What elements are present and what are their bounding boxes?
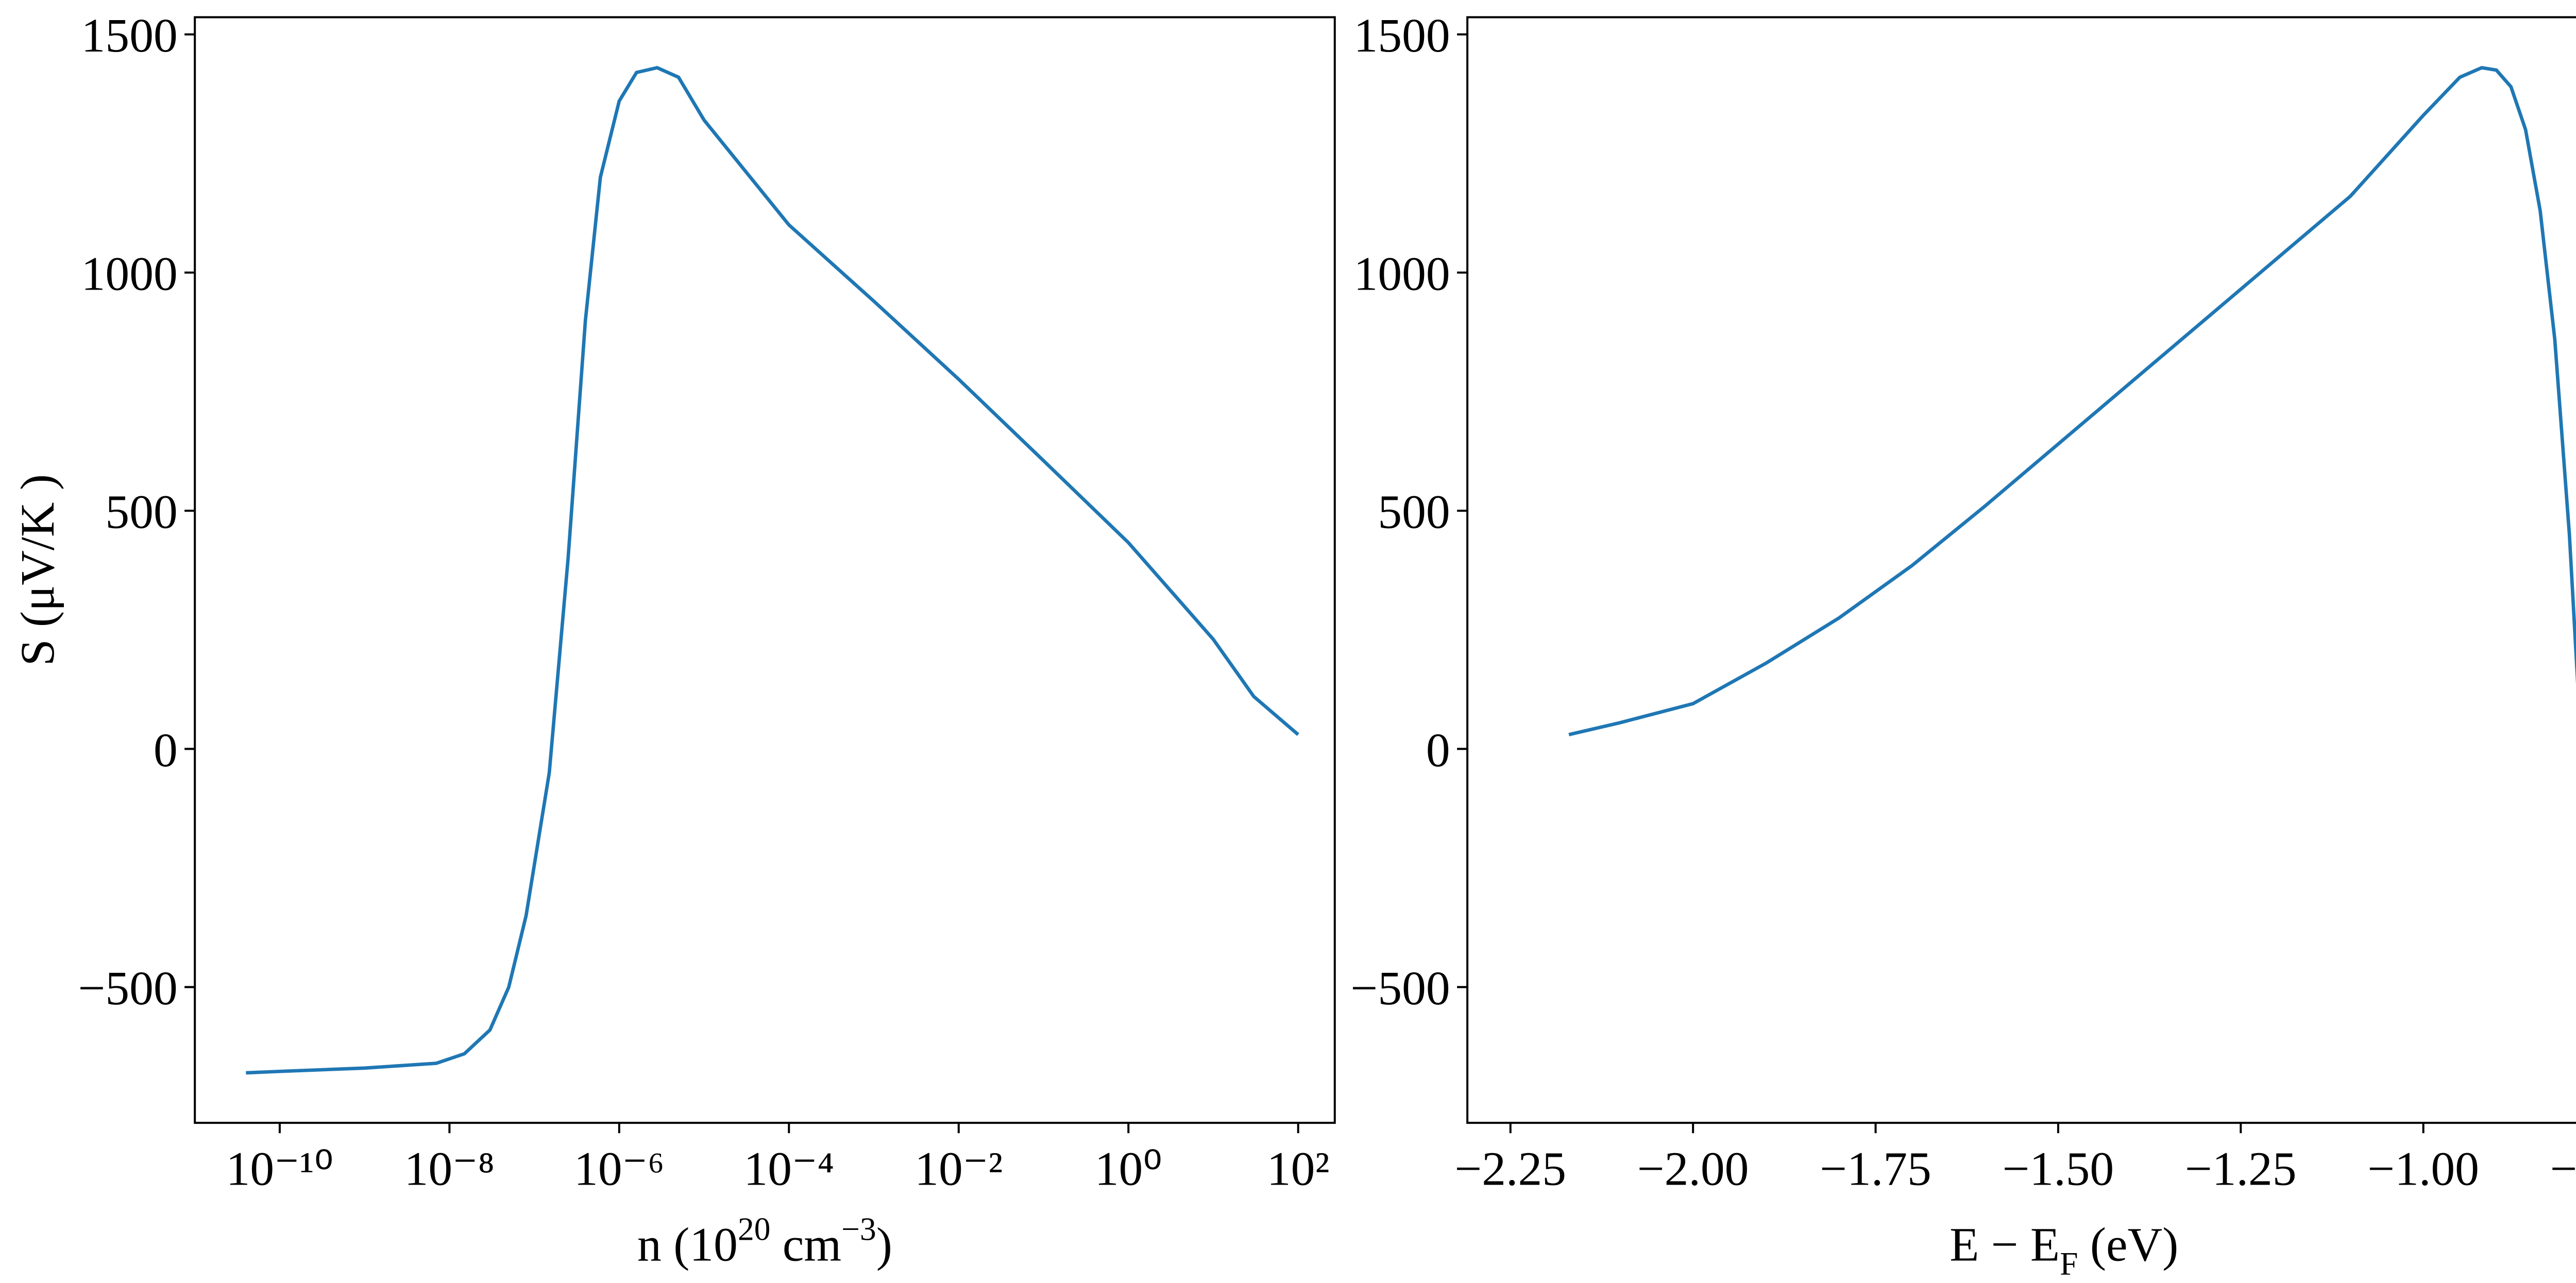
plot-frame [1466,16,2576,1124]
x-tick-label: 10² [1267,1142,1330,1195]
x-axis-label-part: ) [876,1219,892,1272]
y-axis-label: S (μV/K ) [11,474,64,666]
y-tick-label: −500 [1351,962,1450,1015]
x-axis-label-part: 20 [738,1210,771,1247]
x-axis-label: E − EF (eV) [1950,1219,2178,1282]
x-tick-label: −2.25 [1455,1142,1567,1195]
data-line [246,65,1299,1075]
x-axis-label: n (1020 cm−3) [637,1210,892,1271]
x-axis-label-part: cm [770,1219,841,1272]
x-tick-label: −1.00 [2367,1142,2479,1195]
x-axis-label-part: −3 [841,1210,876,1247]
x-tick-label: 10⁻⁴ [744,1142,835,1195]
x-tick-label: 10⁰ [1095,1142,1162,1195]
x-tick-label: 10⁻⁶ [574,1142,665,1195]
y-tick-label: 1500 [81,9,178,62]
y-tick-label: 500 [1378,486,1450,539]
y-tick-label: 500 [105,486,177,539]
x-tick-label: −1.50 [2003,1142,2114,1195]
x-tick-label: 10⁻¹⁰ [226,1142,334,1195]
y-tick-label: −500 [78,962,178,1015]
x-tick-label: −0.75 [2550,1142,2576,1195]
x-axis-label-part: (eV) [2078,1219,2178,1272]
x-tick-label: −2.00 [1637,1142,1749,1195]
x-axis-label-part: n (10 [637,1219,738,1272]
y-tick-label: 1500 [1354,9,1450,62]
x-tick-label: 10⁻⁸ [404,1142,495,1195]
x-tick-label: −1.25 [2185,1142,2297,1195]
x-tick-label: −1.75 [1820,1142,1931,1195]
y-tick-label: 1000 [81,247,178,300]
x-tick-label: 10⁻² [914,1142,1003,1195]
x-axis-label-part: F [2060,1245,2078,1281]
data-line [1568,65,2576,736]
x-axis-label-part: E − E [1950,1219,2060,1272]
y-tick-label: 0 [154,724,178,777]
plot-frame [194,16,1336,1124]
y-tick-label: 1000 [1354,247,1450,300]
y-tick-label: 0 [1426,724,1450,777]
